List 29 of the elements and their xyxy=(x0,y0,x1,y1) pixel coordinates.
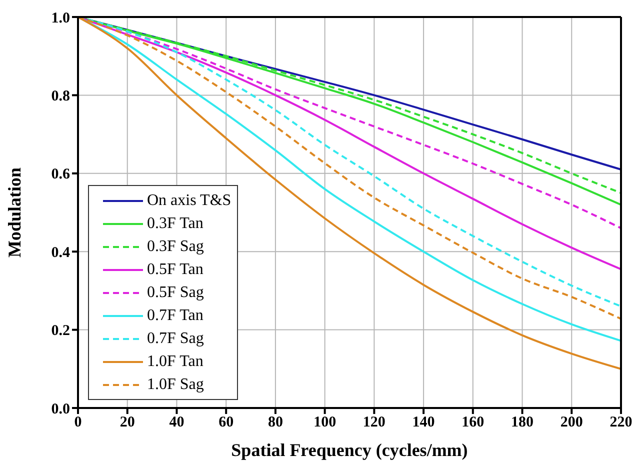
y-axis-title: Modulation xyxy=(4,167,24,258)
x-tick-label: 120 xyxy=(362,414,386,431)
y-tick-label: 1.0 xyxy=(51,10,70,26)
x-tick-label: 160 xyxy=(462,414,484,431)
x-axis-title: Spatial Frequency (cycles/mm) xyxy=(231,440,468,460)
legend-label: 1.0F Tan xyxy=(147,352,204,372)
legend-label: 0.3F Sag xyxy=(147,237,204,257)
legend-label: 0.7F Tan xyxy=(147,306,204,326)
x-tick-label: 60 xyxy=(218,414,234,431)
legend-label: 0.7F Sag xyxy=(147,329,204,349)
x-tick-label: 180 xyxy=(511,414,534,431)
x-tick-label: 0 xyxy=(74,414,82,431)
x-tick-label: 100 xyxy=(314,414,336,431)
y-tick-label: 0.6 xyxy=(51,166,70,183)
x-tick-label: 220 xyxy=(610,414,632,431)
y-tick-label: 0.4 xyxy=(51,244,70,261)
legend-label: On axis T&S xyxy=(147,191,232,211)
legend-label: 1.0F Sag xyxy=(147,375,204,395)
x-tick-label: 200 xyxy=(560,414,583,431)
y-tick-label: 0.0 xyxy=(51,401,70,418)
legend-label: 0.5F Tan xyxy=(147,260,204,280)
x-tick-label: 80 xyxy=(268,414,283,431)
legend-label: 0.3F Tan xyxy=(147,214,204,234)
x-tick-label: 20 xyxy=(120,414,135,431)
y-tick-label: 0.8 xyxy=(51,88,70,105)
legend-label: 0.5F Sag xyxy=(147,283,204,303)
x-tick-label: 40 xyxy=(169,414,184,431)
y-tick-label: 0.2 xyxy=(51,323,70,340)
x-tick-label: 140 xyxy=(412,414,435,431)
